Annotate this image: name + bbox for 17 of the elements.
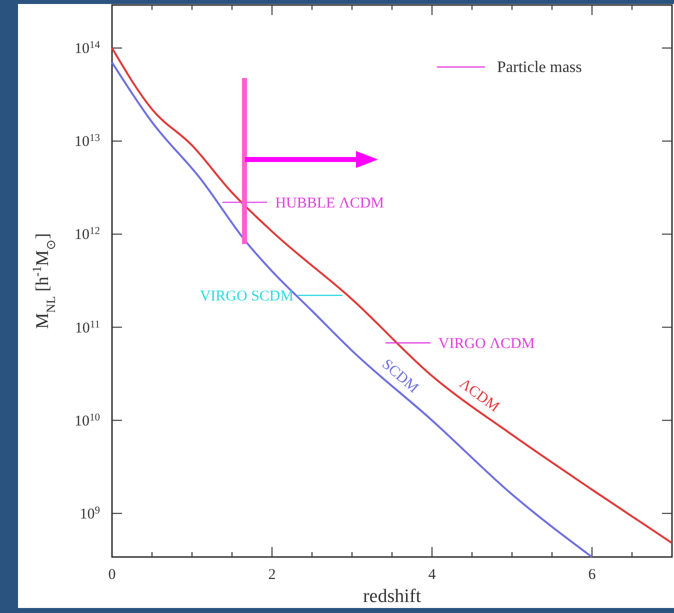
y-tick-label: 10$^{12}$ <box>74 226 100 244</box>
legend-label: Particle mass <box>497 59 582 76</box>
y-tick-label: 10$^{10}$ <box>74 412 100 430</box>
annotation: HUBBLE ΛCDM <box>275 195 384 212</box>
y-tick-label: 10$^{9}$ <box>80 504 100 522</box>
line-series <box>111 47 673 544</box>
y-tick-label: 10$^{13}$ <box>74 132 100 150</box>
annotation: VIRGO SCDM <box>200 288 294 304</box>
line-series <box>111 61 593 558</box>
y-tick-label: 10$^{14}$ <box>74 40 101 58</box>
y-tick-label: 10$^{11}$ <box>74 318 100 336</box>
x-tick-label: 6 <box>588 567 596 583</box>
annotation: VIRGO ΛCDM <box>438 336 535 352</box>
x-tick-label: 2 <box>268 567 276 583</box>
x-tick-label: 0 <box>108 567 116 583</box>
x-axis-title: redshift <box>362 586 422 607</box>
x-tick-label: 4 <box>428 567 436 583</box>
